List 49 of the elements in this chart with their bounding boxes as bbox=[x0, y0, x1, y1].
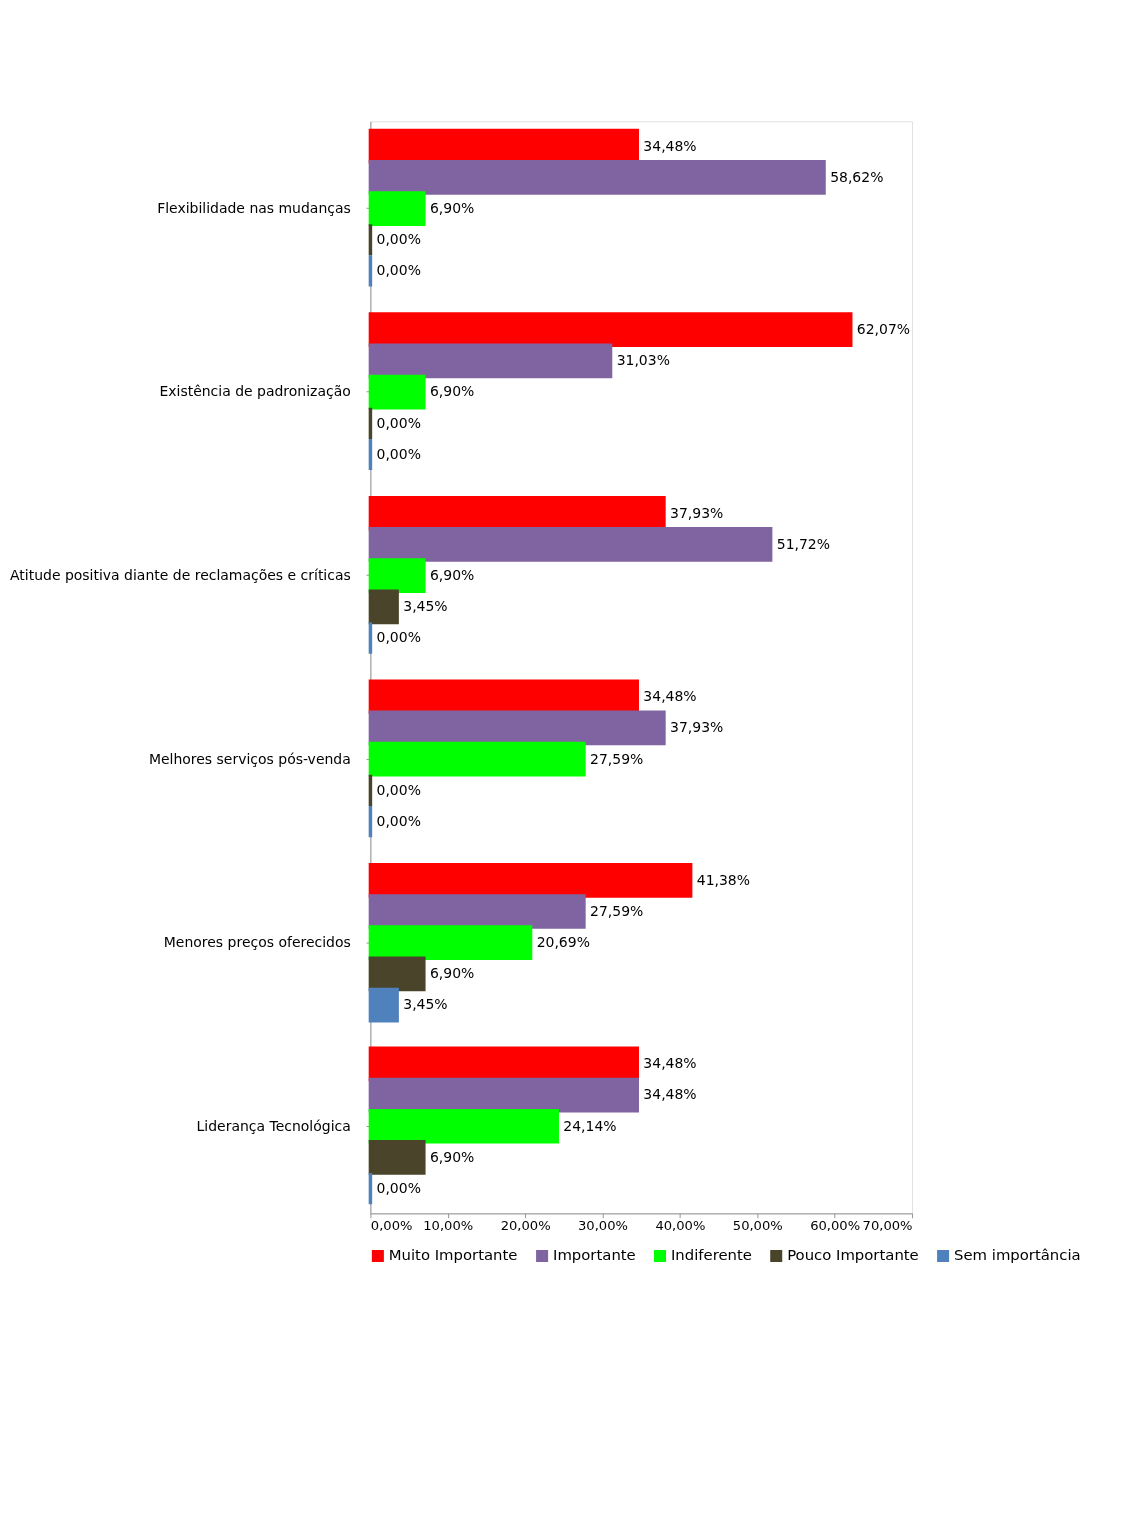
data-label: 0,00% bbox=[376, 445, 421, 462]
data-label: 41,38% bbox=[696, 871, 751, 888]
y-tick-label: Melhores serviços pós-venda bbox=[148, 750, 351, 767]
data-label: 51,72% bbox=[776, 535, 831, 552]
legend-label: Importante bbox=[553, 1246, 636, 1265]
legend-label: Sem importância bbox=[954, 1246, 1081, 1265]
data-label: 6,90% bbox=[429, 567, 475, 583]
y-tick-label: Liderança Tecnológica bbox=[196, 1117, 351, 1134]
data-label: 0,00% bbox=[376, 262, 421, 279]
data-label: 0,00% bbox=[376, 629, 421, 646]
x-tick-label: 30,00% bbox=[578, 1218, 628, 1234]
data-label: 24,14% bbox=[563, 1117, 617, 1134]
data-label: 34,48% bbox=[643, 1086, 697, 1103]
y-tick-label: Atitude positiva diante de reclamações e críticas bbox=[10, 567, 351, 583]
data-label: 37,93% bbox=[670, 719, 724, 736]
data-label: 31,03% bbox=[616, 352, 670, 369]
data-label: 0,00% bbox=[376, 414, 421, 431]
data-label: 34,48% bbox=[643, 137, 697, 154]
legend-label: Pouco Importante bbox=[787, 1246, 919, 1265]
y-tick-label: Menores preços oferecidos bbox=[163, 934, 351, 951]
y-tick-label: Existência de padronização bbox=[159, 383, 351, 400]
data-label: 3,45% bbox=[403, 996, 448, 1013]
y-tick-label: Flexibilidade nas mudanças bbox=[157, 199, 351, 216]
data-label: 0,00% bbox=[376, 812, 421, 829]
data-label: 37,93% bbox=[670, 504, 724, 521]
data-label: 0,00% bbox=[376, 1180, 421, 1197]
x-tick-label: 50,00% bbox=[732, 1218, 783, 1234]
x-tick-label: 40,00% bbox=[655, 1218, 706, 1234]
x-tick-label: 70,00% bbox=[862, 1218, 913, 1234]
data-label: 62,07% bbox=[856, 321, 911, 338]
data-label: 6,90% bbox=[429, 199, 475, 216]
data-label: 20,69% bbox=[536, 934, 590, 951]
data-label: 6,90% bbox=[429, 1148, 475, 1165]
legend-label: Indiferente bbox=[670, 1246, 752, 1265]
data-label: 34,48% bbox=[643, 1055, 697, 1072]
x-tick-label: 20,00% bbox=[500, 1218, 551, 1234]
data-label: 3,45% bbox=[403, 598, 448, 615]
data-label: 58,62% bbox=[830, 168, 884, 185]
legend-label: Muito Importante bbox=[388, 1246, 518, 1265]
data-label: 27,59% bbox=[590, 902, 644, 919]
data-label: 0,00% bbox=[376, 231, 421, 248]
x-tick-label: 60,00% bbox=[810, 1218, 861, 1234]
x-tick-label: 10,00% bbox=[423, 1218, 474, 1234]
data-label: 34,48% bbox=[643, 688, 697, 705]
data-label: 6,90% bbox=[429, 383, 475, 400]
data-label: 0,00% bbox=[376, 781, 421, 798]
data-label: 27,59% bbox=[590, 750, 644, 767]
x-tick-label: 0,00% bbox=[370, 1218, 413, 1234]
data-label: 6,90% bbox=[429, 965, 475, 982]
